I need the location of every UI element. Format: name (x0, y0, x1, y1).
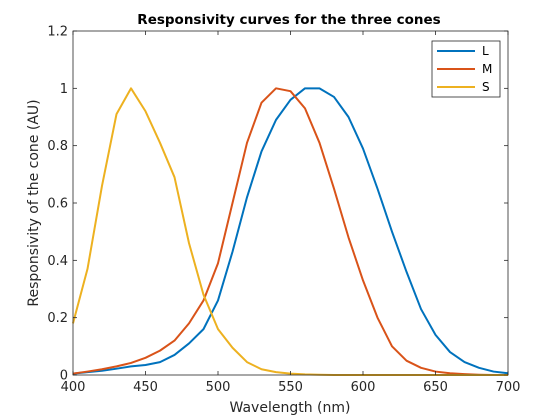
axes-layer: 400 450 500 550 600 650 700 0 0.2 0.4 0.6 0.8 1 1.2 (47, 25, 520, 396)
chart-title: Responsivity curves for the three cones (137, 12, 440, 28)
x-tick-label: 400 (61, 380, 86, 395)
y-tick-label: 0.4 (47, 254, 68, 269)
legend-label-m: M (482, 62, 492, 76)
x-tick-label: 550 (278, 380, 303, 395)
x-tick-label: 650 (423, 380, 448, 395)
y-tick-label: 0.6 (47, 197, 68, 212)
x-tick-label: 450 (133, 380, 158, 395)
x-tick-label: 600 (351, 380, 376, 395)
legend-label-l: L (482, 44, 489, 58)
x-tick-label: 500 (206, 380, 231, 395)
y-axis-label: Responsivity of the cone (AU) (26, 99, 42, 306)
series-line-l (72, 87, 509, 375)
y-tick-label: 1 (60, 82, 68, 97)
x-tick-label: 700 (496, 380, 521, 395)
legend-label-s: S (482, 80, 490, 94)
legend: LMS (431, 40, 501, 98)
y-tick-label: 0.2 (47, 311, 68, 326)
y-tick-label: 1.2 (47, 25, 68, 40)
x-axis-label: Wavelength (nm) (230, 400, 351, 416)
y-tick-label: 0 (60, 369, 68, 384)
y-tick-label: 0.8 (47, 139, 68, 154)
